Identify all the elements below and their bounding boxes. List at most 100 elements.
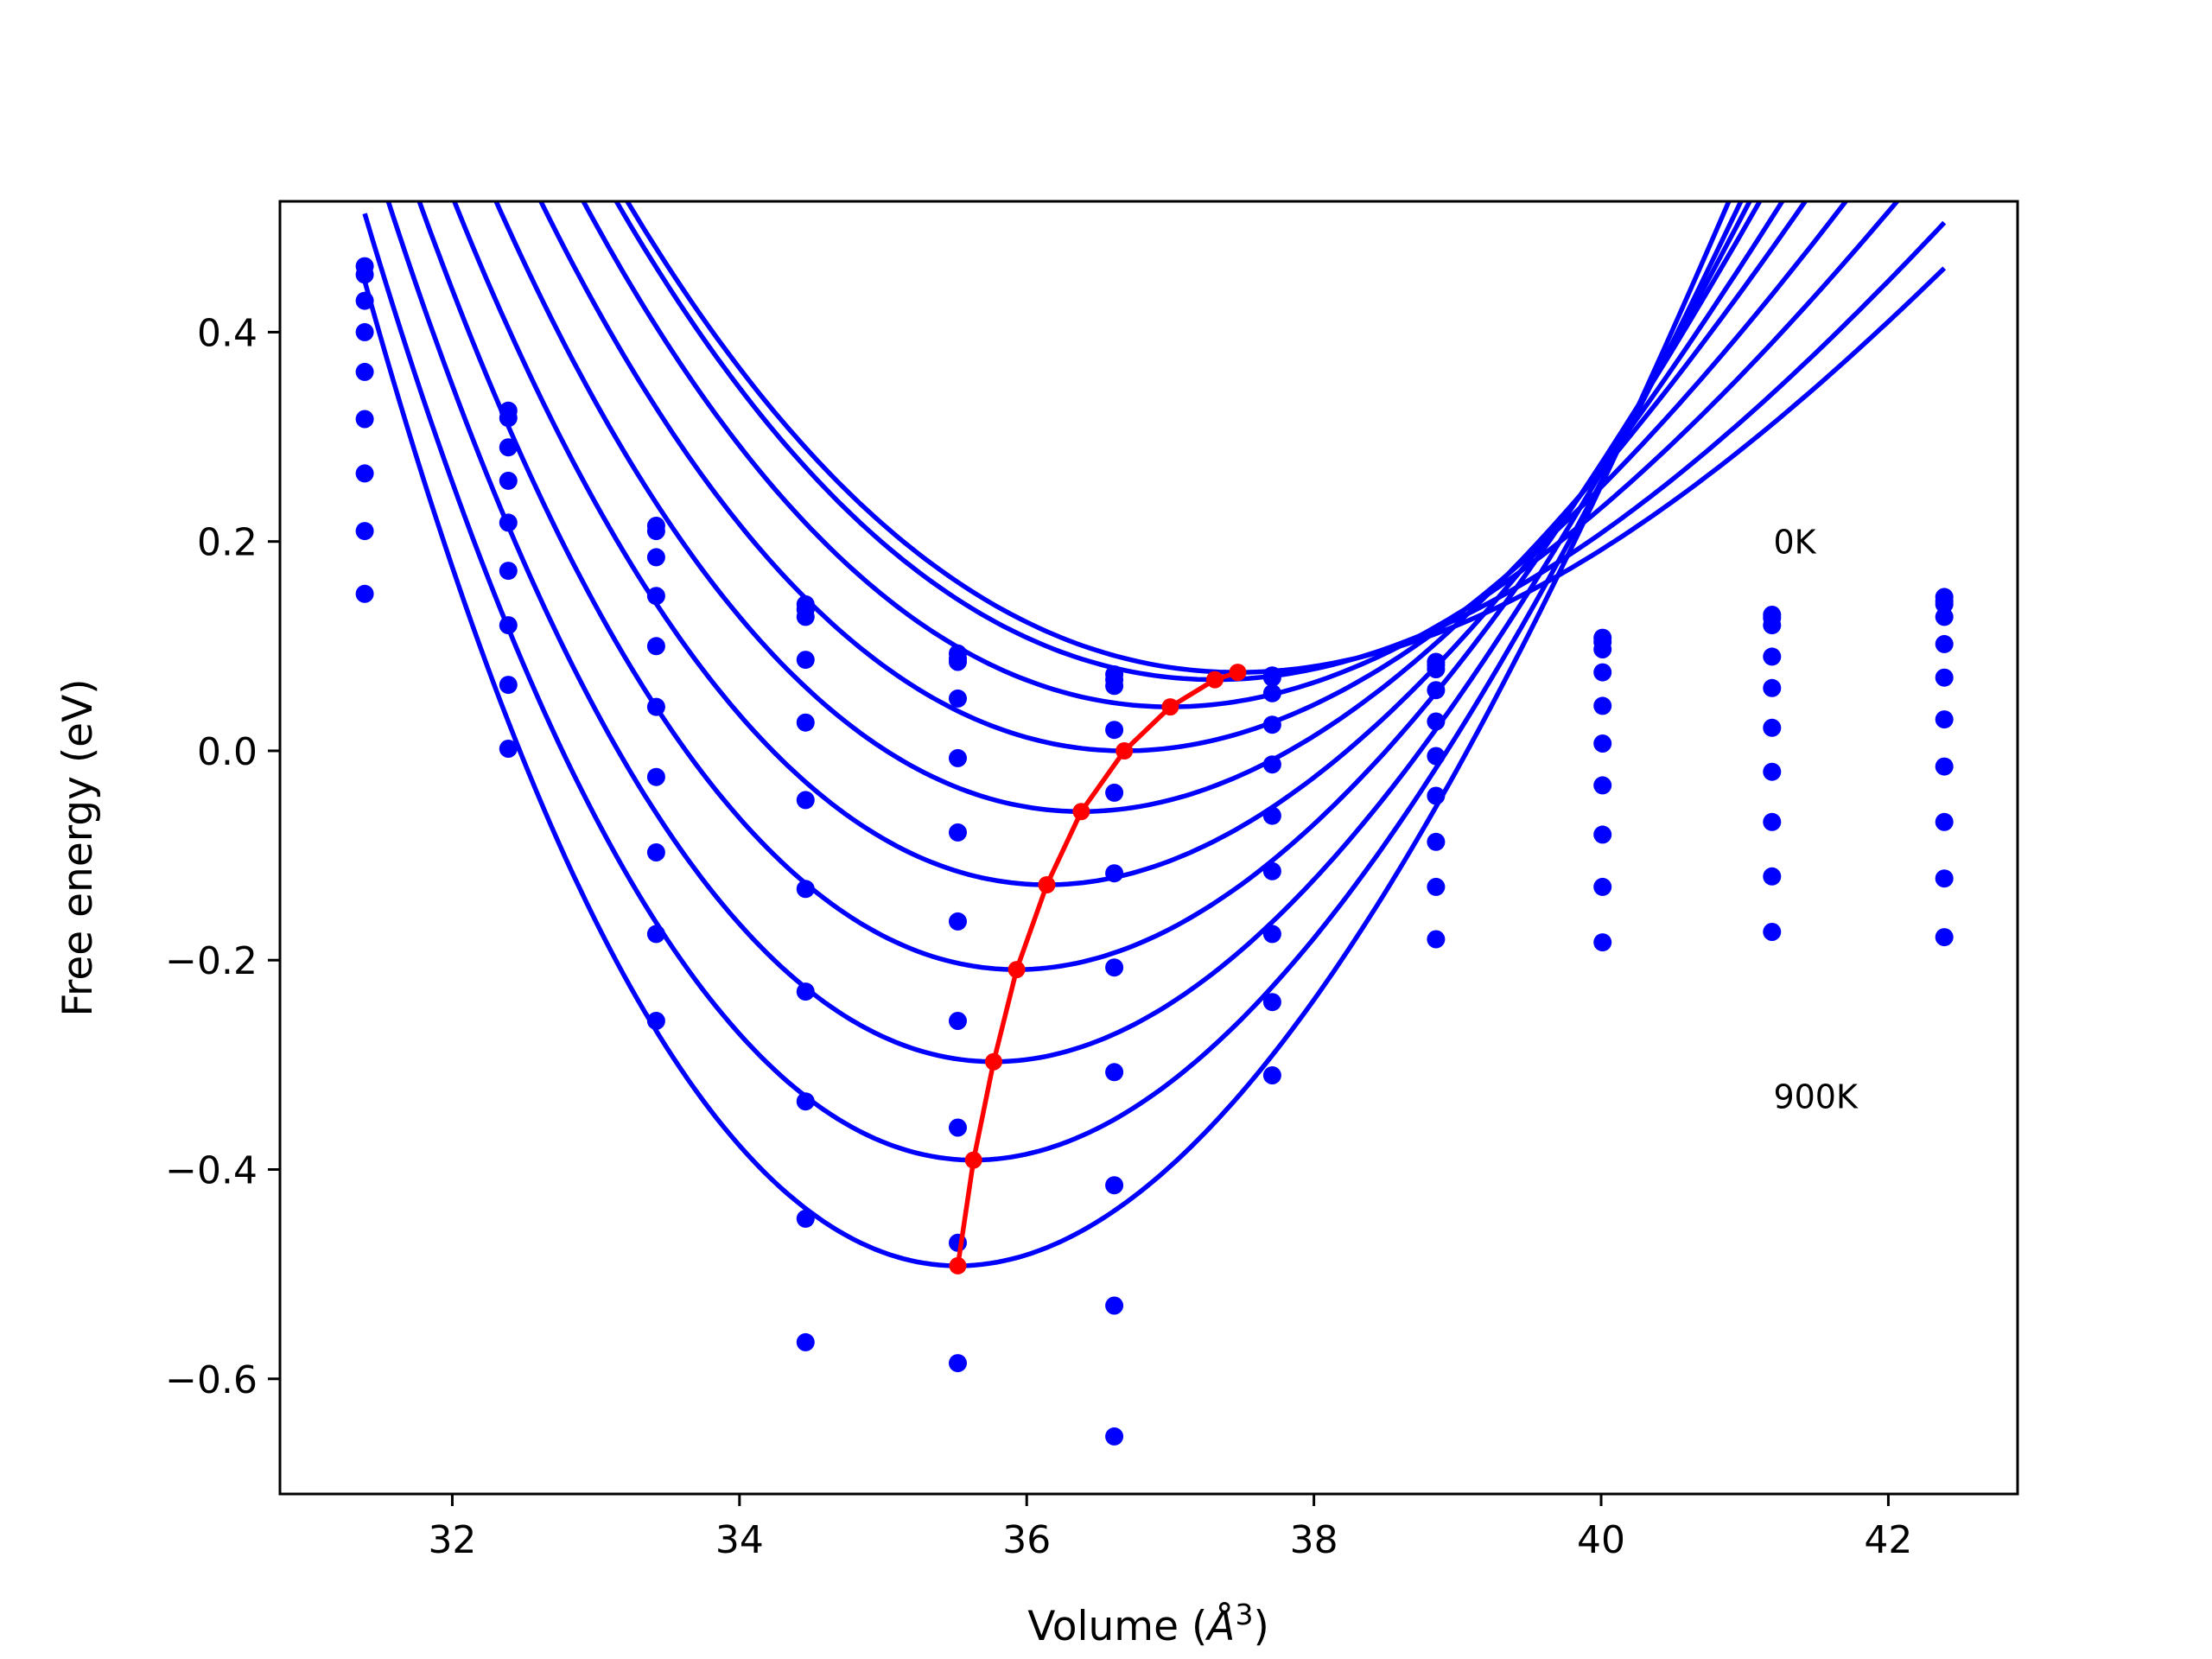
data-point-4-6	[1262, 755, 1281, 774]
data-point-7-6	[1262, 925, 1281, 944]
fit-curve-8	[362, 201, 1744, 1163]
data-point-9-2	[646, 1012, 665, 1030]
x-tick-label-2: 36	[1002, 1518, 1051, 1562]
y-tick-label-1: −0.4	[165, 1148, 257, 1192]
data-point-5-4	[949, 823, 967, 842]
data-point-7-7	[1427, 832, 1446, 851]
data-point-5-8	[1593, 734, 1612, 753]
fit-curve-2	[581, 201, 1901, 709]
data-point-9-6	[1262, 1066, 1281, 1084]
y-tick-label-4: 0.2	[197, 521, 257, 565]
data-point-2-0	[355, 291, 374, 310]
data-point-7-1	[499, 676, 518, 695]
data-point-3-7	[1427, 681, 1446, 700]
data-point-4-4	[949, 748, 967, 767]
data-point-4-9	[1763, 678, 1782, 697]
data-point-3-3	[796, 651, 815, 670]
data-point-9-10	[1935, 869, 1954, 888]
data-point-3-1	[499, 471, 518, 490]
fit-curve-4	[493, 201, 1808, 814]
annotation-0K: 0K	[1773, 524, 1816, 562]
minima-point-9	[949, 1256, 967, 1274]
data-point-4-7	[1427, 712, 1446, 731]
data-point-4-2	[646, 637, 665, 656]
data-point-4-3	[796, 713, 815, 732]
y-tick-label-5: 0.4	[197, 311, 257, 355]
minima-point-1	[1206, 671, 1224, 689]
data-point-8-2	[646, 925, 665, 944]
data-point-2-9	[1763, 616, 1782, 635]
data-point-5-5	[1105, 864, 1124, 883]
data-point-9-5	[1105, 1296, 1124, 1315]
data-point-6-7	[1427, 786, 1446, 805]
data-point-2-6	[1262, 683, 1281, 702]
plot-frame	[278, 200, 2019, 1496]
minima-line	[949, 664, 1247, 1274]
data-point-4-5	[1105, 783, 1124, 802]
data-point-3-0	[355, 322, 374, 341]
data-point-10-5	[1105, 1427, 1124, 1446]
data-point-5-0	[355, 410, 374, 429]
data-point-3-10	[1935, 607, 1954, 626]
minima-point-7	[985, 1052, 1002, 1071]
data-point-2-4	[949, 652, 967, 671]
data-point-9-8	[1593, 933, 1612, 952]
data-point-4-0	[355, 362, 374, 381]
data-point-6-9	[1763, 762, 1782, 781]
data-point-7-8	[1593, 825, 1612, 844]
data-point-9-3	[796, 1209, 815, 1228]
data-point-8-8	[1593, 877, 1612, 896]
y-tick-label-0: −0.6	[165, 1358, 257, 1402]
annotation-900K: 900K	[1773, 1078, 1859, 1116]
fit-curve-9	[362, 201, 1732, 1268]
data-points	[355, 257, 1954, 1446]
fit-curve-7	[385, 201, 1753, 1065]
data-point-2-8	[1593, 640, 1612, 658]
data-point-7-3	[796, 982, 815, 1001]
data-point-8-0	[355, 584, 374, 603]
minima-point-5	[1038, 876, 1056, 893]
y-axis-label: Free energy (eV)	[54, 678, 102, 1016]
data-point-8-6	[1262, 993, 1281, 1012]
y-tick-label-2: −0.2	[165, 939, 257, 983]
data-point-7-2	[646, 843, 665, 861]
data-point-2-7	[1427, 660, 1446, 678]
data-point-5-2	[646, 697, 665, 716]
data-point-1-1	[499, 409, 518, 428]
data-point-2-5	[1105, 677, 1124, 696]
fit-curve-1	[613, 201, 1947, 683]
data-point-6-1	[499, 616, 518, 635]
minima-point-2	[1161, 698, 1179, 716]
minima-point-4	[1072, 803, 1090, 821]
minima-point-3	[1116, 742, 1134, 760]
data-point-9-7	[1427, 930, 1446, 949]
minima-point-0	[1229, 664, 1247, 682]
x-tick-label-4: 40	[1577, 1518, 1625, 1562]
data-point-6-6	[1262, 861, 1281, 880]
data-point-8-4	[949, 1118, 967, 1137]
data-point-1-0	[355, 265, 374, 284]
fit-curves	[362, 201, 1947, 1268]
data-point-8-3	[796, 1092, 815, 1111]
data-point-3-8	[1593, 663, 1612, 682]
data-point-10-4	[949, 1354, 967, 1373]
minima-path	[955, 670, 1239, 1267]
data-point-4-8	[1593, 696, 1612, 715]
minima-point-6	[1007, 961, 1026, 979]
data-point-5-10	[1935, 668, 1954, 687]
data-point-5-9	[1763, 718, 1782, 737]
data-point-5-3	[796, 791, 815, 810]
y-tick-label-3: 0.0	[197, 730, 257, 774]
data-point-3-9	[1763, 647, 1782, 666]
x-tick-label-1: 34	[715, 1518, 764, 1562]
y-axis: −0.6 −0.4 −0.2 0.0 0.2 0.4	[165, 311, 280, 1402]
x-tick-label-5: 42	[1864, 1518, 1912, 1562]
x-tick-label-0: 32	[428, 1518, 476, 1562]
annotations: 0K 900K	[1773, 524, 1859, 1116]
data-point-8-5	[1105, 1176, 1124, 1195]
data-point-7-4	[949, 1012, 967, 1030]
data-point-10-10	[1935, 928, 1954, 947]
data-point-8-7	[1427, 877, 1446, 896]
